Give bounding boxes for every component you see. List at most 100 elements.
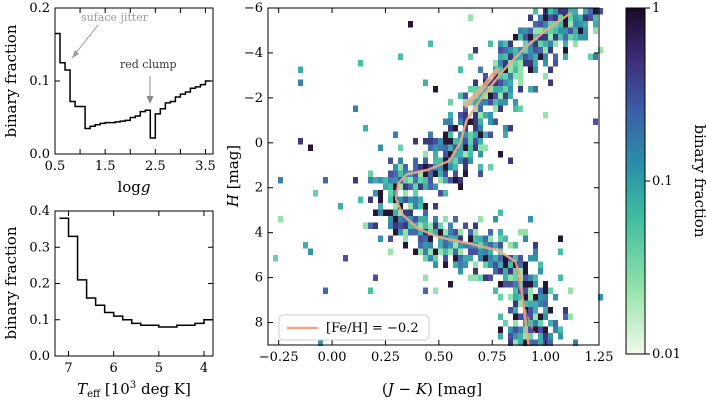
heatmap-cell: [528, 34, 533, 41]
heatmap-cell: [513, 333, 518, 340]
heatmap-cell: [448, 144, 453, 151]
heatmap-cell: [568, 8, 573, 15]
heatmap-cell: [378, 203, 383, 210]
heatmap-cell: [493, 268, 498, 275]
heatmap-cell: [468, 138, 473, 145]
heatmap-cell: [473, 229, 478, 236]
heatmap-cell: [573, 339, 578, 346]
heatmap-cell: [308, 144, 313, 151]
heatmap-cell: [413, 138, 418, 145]
heatmap-cell: [508, 53, 513, 60]
heatmap-cell: [573, 40, 578, 47]
heatmap-cell: [443, 229, 448, 236]
heatmap-cell: [418, 177, 423, 184]
cmd-ytick-label: −6: [244, 1, 263, 16]
heatmap-cell: [503, 40, 508, 47]
teff-xtick-label: 5: [155, 361, 163, 376]
heatmap-cell: [463, 164, 468, 171]
heatmap-cell: [568, 287, 573, 294]
heatmap-cell: [353, 177, 358, 184]
heatmap-cell: [508, 326, 513, 333]
red-clump-annotation: red clump: [120, 58, 177, 104]
heatmap-cell: [438, 229, 443, 236]
heatmap-cell: [558, 274, 563, 281]
heatmap-cell: [498, 294, 503, 301]
heatmap-cell: [473, 248, 478, 255]
heatmap-cell: [473, 138, 478, 145]
heatmap-cell: [548, 307, 553, 314]
heatmap-cell: [448, 99, 453, 106]
heatmap-cell: [533, 8, 538, 15]
heatmap-cell: [583, 21, 588, 28]
cmd-ytick-label: 6: [255, 271, 263, 286]
heatmap-cell: [523, 294, 528, 301]
heatmap-cell: [393, 177, 398, 184]
heatmap-cell: [508, 307, 513, 314]
heatmap-cell: [458, 151, 463, 158]
heatmap-cell: [373, 177, 378, 184]
heatmap-cell: [378, 209, 383, 216]
heatmap-cell: [433, 157, 438, 164]
heatmap-cell: [463, 144, 468, 151]
heatmap-cell: [553, 53, 558, 60]
heatmap-cell: [558, 14, 563, 21]
heatmap-cell: [298, 79, 303, 86]
heatmap-cell: [498, 66, 503, 73]
heatmap-cell: [473, 112, 478, 119]
colorbar-label: binary fraction: [691, 125, 706, 238]
heatmap-cell: [468, 14, 473, 21]
heatmap-cell: [423, 151, 428, 158]
teff-xtick-label: 7: [64, 361, 72, 376]
heatmap-cell: [528, 216, 533, 223]
heatmap-cell: [498, 73, 503, 80]
heatmap-cell: [518, 339, 523, 346]
heatmap-cell: [418, 248, 423, 255]
heatmap-cell: [428, 170, 433, 177]
heatmap-cell: [428, 164, 433, 171]
heatmap-cell: [408, 203, 413, 210]
heatmap-cell: [548, 8, 553, 15]
heatmap-cell: [383, 183, 388, 190]
heatmap-cell: [538, 14, 543, 21]
logg-panel: 0.5 1.5 2.5 3.5 0.0 0.1 0.2 suface jitter red …: [2, 1, 216, 196]
heatmap-cell: [478, 112, 483, 119]
surface-jitter-label: suface jitter: [81, 11, 149, 24]
heatmap-cell: [403, 242, 408, 249]
heatmap-cell: [533, 274, 538, 281]
heatmap-cell: [523, 34, 528, 41]
heatmap-cell: [543, 14, 548, 21]
heatmap-cell: [518, 79, 523, 86]
heatmap-cell: [458, 242, 463, 249]
heatmap-cell: [488, 112, 493, 119]
heatmap-cell: [498, 326, 503, 333]
heatmap-cell: [513, 105, 518, 112]
heatmap-cell: [433, 203, 438, 210]
heatmap-cell: [463, 261, 468, 268]
heatmap-cell: [433, 216, 438, 223]
heatmap-cell: [458, 183, 463, 190]
heatmap-cell: [443, 248, 448, 255]
heatmap-cell: [393, 164, 398, 171]
heatmap-cell: [458, 261, 463, 268]
heatmap-cell: [433, 151, 438, 158]
heatmap-cell: [443, 151, 448, 158]
heatmap-cell: [373, 222, 378, 229]
heatmap-cell: [408, 196, 413, 203]
heatmap-cell: [523, 300, 528, 307]
heatmap-cell: [563, 307, 568, 314]
heatmap-cell: [413, 190, 418, 197]
heatmap-cell: [503, 281, 508, 288]
heatmap-cell: [388, 183, 393, 190]
heatmap-cell: [278, 216, 283, 223]
heatmap-cell: [543, 333, 548, 340]
heatmap-cell: [508, 47, 513, 54]
red-clump-label: red clump: [120, 58, 177, 71]
heatmap-cell: [473, 235, 478, 242]
heatmap-cell: [513, 294, 518, 301]
heatmap-cell: [423, 222, 428, 229]
heatmap-cell: [503, 99, 508, 106]
heatmap-cell: [418, 216, 423, 223]
heatmap-cell: [463, 112, 468, 119]
heatmap-cell: [483, 144, 488, 151]
heatmap-cell: [413, 183, 418, 190]
